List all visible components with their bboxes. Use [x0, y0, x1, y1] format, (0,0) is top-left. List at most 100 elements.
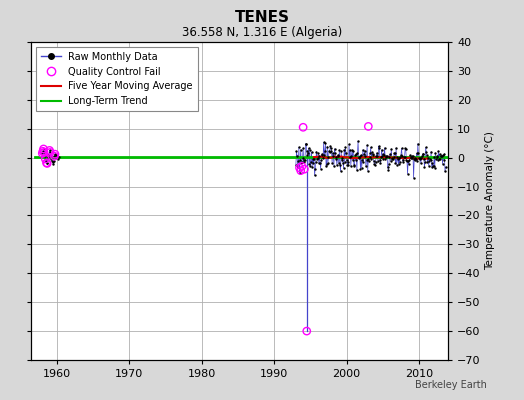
- Point: [429, 163, 437, 170]
- Point: [379, 151, 387, 157]
- Point: [329, 149, 337, 156]
- Point: [298, 163, 306, 170]
- Point: [330, 163, 338, 169]
- Point: [368, 151, 377, 158]
- Point: [416, 155, 424, 161]
- Point: [364, 167, 372, 174]
- Point: [353, 150, 362, 156]
- Point: [420, 164, 429, 170]
- Point: [382, 153, 390, 159]
- Point: [437, 153, 445, 159]
- Point: [441, 164, 450, 170]
- Point: [43, 160, 51, 167]
- Point: [431, 150, 440, 156]
- Point: [387, 158, 395, 164]
- Point: [440, 150, 449, 157]
- Point: [312, 159, 320, 165]
- Point: [320, 152, 329, 158]
- Point: [419, 151, 427, 157]
- Point: [334, 160, 343, 166]
- Point: [296, 157, 304, 164]
- Point: [52, 154, 60, 160]
- Point: [342, 156, 351, 163]
- Point: [427, 157, 435, 163]
- Point: [46, 147, 54, 154]
- Point: [340, 146, 348, 153]
- Point: [48, 159, 57, 165]
- Point: [419, 151, 428, 157]
- Point: [320, 139, 328, 146]
- Point: [424, 154, 432, 161]
- Point: [370, 161, 378, 167]
- Point: [50, 153, 59, 159]
- Point: [411, 155, 419, 162]
- Point: [373, 152, 381, 159]
- Point: [399, 158, 407, 165]
- Point: [339, 160, 347, 166]
- Point: [433, 152, 441, 159]
- Point: [384, 164, 392, 170]
- Point: [355, 154, 364, 161]
- Point: [46, 147, 54, 154]
- Point: [391, 150, 399, 157]
- Point: [52, 152, 61, 158]
- Legend: Raw Monthly Data, Quality Control Fail, Five Year Moving Average, Long-Term Tren: Raw Monthly Data, Quality Control Fail, …: [36, 47, 198, 111]
- Point: [328, 148, 336, 154]
- Point: [385, 153, 394, 160]
- Point: [436, 156, 444, 162]
- Point: [42, 160, 51, 166]
- Point: [369, 152, 377, 158]
- Point: [411, 157, 420, 163]
- Point: [42, 158, 50, 164]
- Point: [378, 152, 386, 159]
- Point: [356, 153, 364, 160]
- Point: [39, 148, 47, 154]
- Point: [329, 152, 337, 159]
- Point: [345, 153, 354, 160]
- Point: [39, 146, 48, 152]
- Point: [384, 166, 392, 173]
- Point: [348, 156, 357, 163]
- Point: [357, 165, 366, 171]
- Point: [395, 155, 403, 161]
- Point: [372, 152, 380, 159]
- Point: [417, 160, 425, 167]
- Point: [325, 149, 334, 155]
- Point: [385, 161, 393, 167]
- Point: [361, 153, 369, 159]
- Point: [401, 145, 409, 152]
- Point: [381, 156, 389, 162]
- Point: [310, 156, 318, 162]
- Point: [364, 123, 373, 130]
- Point: [421, 144, 430, 150]
- Point: [389, 154, 398, 160]
- Point: [377, 154, 385, 160]
- Point: [356, 166, 365, 173]
- Point: [358, 157, 366, 164]
- Point: [302, 148, 311, 154]
- Point: [369, 158, 378, 164]
- Point: [435, 156, 443, 162]
- Point: [424, 162, 433, 169]
- Point: [41, 156, 50, 162]
- Point: [307, 158, 315, 165]
- Point: [405, 161, 413, 167]
- Point: [402, 157, 410, 163]
- Text: 36.558 N, 1.316 E (Algeria): 36.558 N, 1.316 E (Algeria): [182, 26, 342, 39]
- Point: [48, 157, 56, 164]
- Point: [293, 164, 302, 170]
- Point: [322, 161, 331, 168]
- Point: [40, 153, 49, 159]
- Text: TENES: TENES: [235, 10, 289, 25]
- Point: [305, 147, 314, 153]
- Point: [316, 160, 324, 166]
- Point: [398, 152, 406, 159]
- Point: [438, 153, 446, 159]
- Point: [345, 141, 353, 148]
- Point: [407, 153, 415, 160]
- Point: [354, 138, 362, 144]
- Point: [371, 162, 379, 168]
- Point: [439, 161, 447, 167]
- Point: [318, 152, 326, 159]
- Point: [341, 144, 350, 150]
